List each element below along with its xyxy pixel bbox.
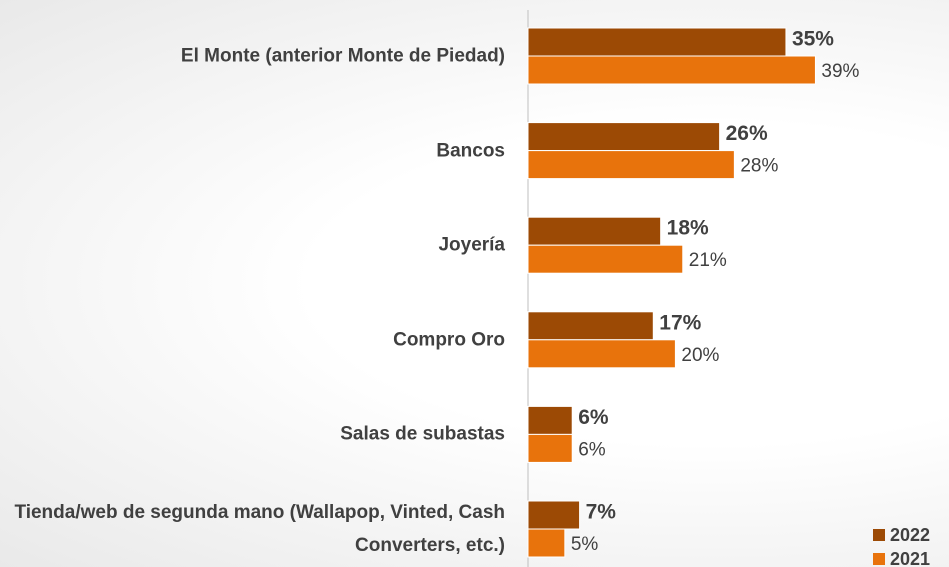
bar — [527, 311, 654, 341]
value-label: 18% — [667, 217, 709, 240]
value-label: 7% — [586, 501, 617, 524]
bar — [527, 150, 735, 180]
value-label: 5% — [571, 534, 599, 555]
value-label: 21% — [689, 250, 727, 271]
category-label: Salas de subastas — [340, 423, 505, 445]
bar — [527, 244, 684, 274]
bar — [527, 122, 721, 152]
value-label: 20% — [681, 345, 719, 366]
bar — [527, 528, 566, 558]
value-label: 6% — [578, 406, 609, 429]
legend-swatch — [873, 553, 885, 565]
legend-label: 2021 — [890, 549, 930, 567]
bar — [527, 27, 787, 57]
value-label: 26% — [726, 122, 768, 145]
bar — [527, 55, 816, 85]
category-label: El Monte (anterior Monte de Piedad) — [180, 45, 505, 67]
bar — [527, 216, 662, 246]
bar — [527, 339, 676, 369]
value-label: 17% — [659, 311, 701, 334]
value-label: 28% — [740, 156, 778, 177]
legend-label: 2022 — [890, 525, 930, 545]
bar — [527, 405, 573, 435]
category-label: Tienda/web de segunda mano (Wallapop, Vi… — [14, 502, 505, 556]
bar — [527, 500, 581, 530]
bar — [527, 433, 573, 463]
category-label: Bancos — [436, 140, 505, 162]
value-label: 35% — [792, 28, 834, 51]
value-label: 6% — [578, 439, 606, 460]
category-label: Joyería — [438, 234, 505, 256]
legend-swatch — [873, 529, 885, 541]
value-label: 39% — [821, 61, 859, 82]
category-label: Compro Oro — [393, 329, 505, 351]
